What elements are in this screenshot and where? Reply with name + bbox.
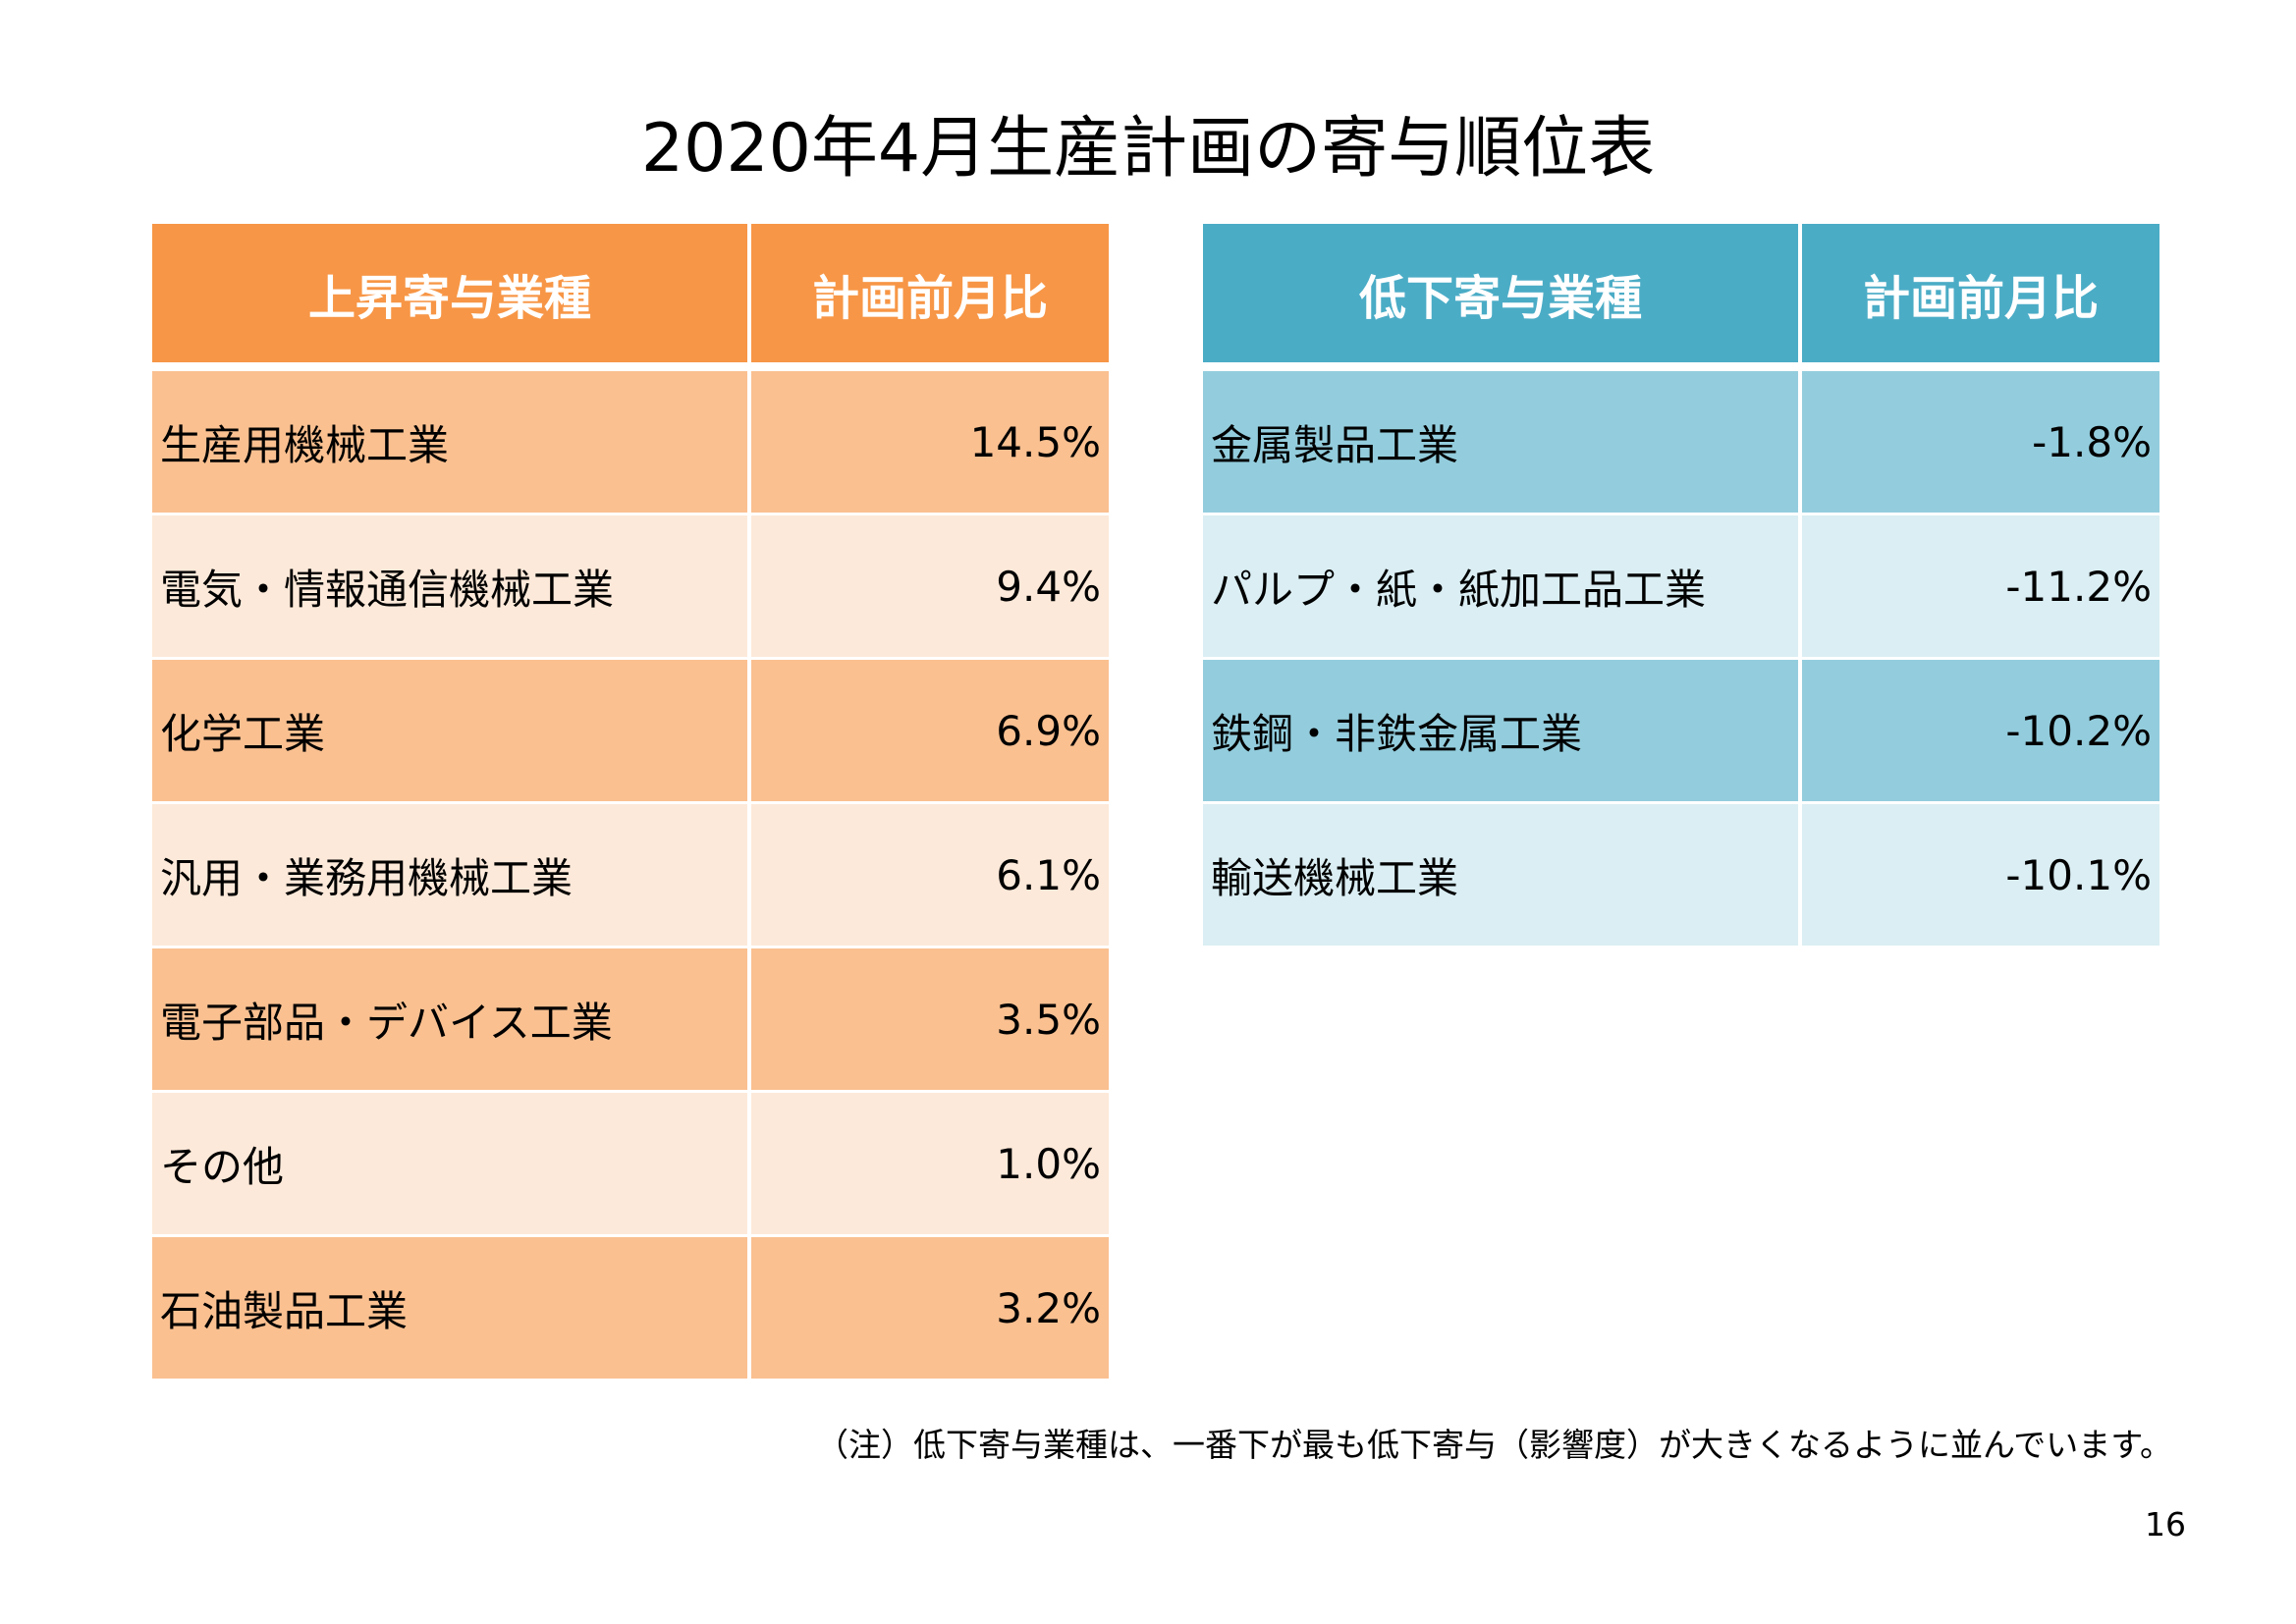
header-mom: 計画前月比 bbox=[1802, 224, 2159, 371]
table-row: パルプ・紙・紙加工品工業 -11.2% bbox=[1203, 515, 2159, 660]
table-row: 輸送機械工業 -10.1% bbox=[1203, 804, 2159, 948]
value-cell: 6.9% bbox=[751, 660, 1109, 804]
value-cell: -11.2% bbox=[1802, 515, 2159, 660]
page-number: 16 bbox=[2145, 1505, 2186, 1543]
industry-cell: 生産用機械工業 bbox=[152, 371, 747, 515]
table-row: その他 1.0% bbox=[152, 1093, 1109, 1237]
industry-cell: 金属製品工業 bbox=[1203, 371, 1798, 515]
table-row: 化学工業 6.9% bbox=[152, 660, 1109, 804]
header-mom: 計画前月比 bbox=[751, 224, 1109, 371]
value-cell: 3.2% bbox=[751, 1237, 1109, 1381]
decrease-contribution-table: 低下寄与業種 計画前月比 金属製品工業 -1.8% パルプ・紙・紙加工品工業 -11… bbox=[1199, 224, 2163, 948]
industry-cell: 輸送機械工業 bbox=[1203, 804, 1798, 948]
industry-cell: 石油製品工業 bbox=[152, 1237, 747, 1381]
industry-cell: パルプ・紙・紙加工品工業 bbox=[1203, 515, 1798, 660]
table-row: 電子部品・デバイス工業 3.5% bbox=[152, 948, 1109, 1093]
header-industry: 低下寄与業種 bbox=[1203, 224, 1798, 371]
table-row: 金属製品工業 -1.8% bbox=[1203, 371, 2159, 515]
value-cell: 14.5% bbox=[751, 371, 1109, 515]
industry-cell: 汎用・業務用機械工業 bbox=[152, 804, 747, 948]
value-cell: -10.2% bbox=[1802, 660, 2159, 804]
increase-contribution-table: 上昇寄与業種 計画前月比 生産用機械工業 14.5% 電気・情報通信機械工業 9.4… bbox=[148, 224, 1113, 1381]
industry-cell: その他 bbox=[152, 1093, 747, 1237]
table-row: 生産用機械工業 14.5% bbox=[152, 371, 1109, 515]
footnote: （注）低下寄与業種は、一番下が最も低下寄与（影響度）が大きくなるように並んでいま… bbox=[815, 1426, 2172, 1464]
header-industry: 上昇寄与業種 bbox=[152, 224, 747, 371]
value-cell: -10.1% bbox=[1802, 804, 2159, 948]
table-row: 電気・情報通信機械工業 9.4% bbox=[152, 515, 1109, 660]
industry-cell: 化学工業 bbox=[152, 660, 747, 804]
value-cell: 9.4% bbox=[751, 515, 1109, 660]
value-cell: -1.8% bbox=[1802, 371, 2159, 515]
industry-cell: 鉄鋼・非鉄金属工業 bbox=[1203, 660, 1798, 804]
value-cell: 6.1% bbox=[751, 804, 1109, 948]
industry-cell: 電子部品・デバイス工業 bbox=[152, 948, 747, 1093]
value-cell: 1.0% bbox=[751, 1093, 1109, 1237]
table-row: 石油製品工業 3.2% bbox=[152, 1237, 1109, 1381]
table-row: 汎用・業務用機械工業 6.1% bbox=[152, 804, 1109, 948]
page-title: 2020年4月生産計画の寄与順位表 bbox=[640, 110, 1656, 188]
value-cell: 3.5% bbox=[751, 948, 1109, 1093]
table-row: 鉄鋼・非鉄金属工業 -10.2% bbox=[1203, 660, 2159, 804]
industry-cell: 電気・情報通信機械工業 bbox=[152, 515, 747, 660]
